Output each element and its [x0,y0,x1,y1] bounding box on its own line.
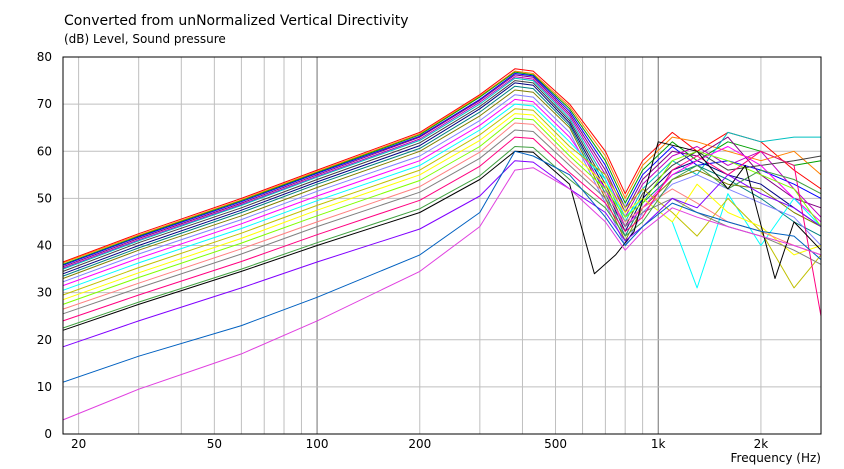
series-line-10 [62,85,822,277]
y-ticks: 0 10 20 30 40 50 60 70 80 [37,50,52,441]
x-axis-label: Frequency (Hz) [731,451,822,465]
series-line-21 [62,146,822,329]
y-tick-label: 20 [37,333,52,347]
series-line-2 [62,70,822,264]
series-line-20 [62,136,822,322]
x-tick-label: 1k [651,437,666,451]
series-line-9 [62,82,822,275]
series-lines [62,68,822,421]
y-tick-label: 10 [37,380,52,394]
y-tick-label: 80 [37,50,52,64]
series-line-22 [62,141,822,331]
y-tick-label: 30 [37,286,52,300]
series-line-24 [62,150,822,383]
series-line-17 [62,117,822,305]
y-tick-label: 40 [37,239,52,253]
x-tick-label: 50 [207,437,222,451]
x-tick-label: 20 [71,437,86,451]
y-axis-label: (dB) Level, Sound pressure [64,32,226,46]
series-line-7 [62,77,821,270]
x-tick-label: 200 [408,437,431,451]
series-line-23 [62,160,822,348]
series-line-16 [62,113,822,301]
y-tick-label: 60 [37,144,52,158]
series-line-25 [62,167,822,421]
chart-title: Converted from unNormalized Vertical Dir… [64,13,409,29]
x-tick-label: 500 [544,437,567,451]
plot-frame [62,56,822,435]
y-tick-label: 0 [44,427,52,441]
y-tick-label: 70 [37,97,52,111]
x-tick-label: 100 [306,437,329,451]
y-tick-label: 50 [37,191,52,205]
x-tick-label: 2k [754,437,769,451]
x-ticks: 20 50 100 200 500 1k 2k [71,437,768,451]
series-line-4 [62,73,822,266]
series-line-8 [62,80,822,272]
series-line-15 [62,108,822,296]
series-line-5 [62,74,822,268]
series-line-13 [62,98,822,287]
